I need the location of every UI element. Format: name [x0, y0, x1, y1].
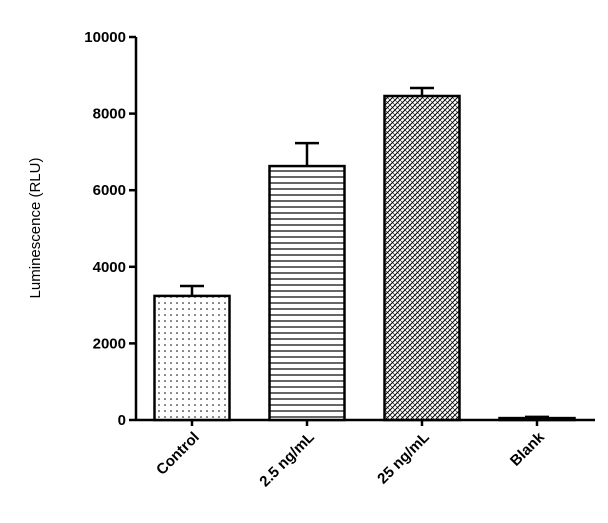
x-tick-label: Blank [507, 428, 548, 469]
x-tick-label: 25 ng/mL [374, 429, 433, 488]
y-tick-label: 2000 [93, 335, 126, 352]
bar [268, 164, 346, 422]
y-axis-label: Luminescence (RLU) [27, 158, 44, 299]
bar [153, 294, 231, 422]
y-tick-label: 8000 [93, 106, 126, 123]
x-tick-label: Control [153, 429, 203, 479]
y-tick-label: 0 [118, 412, 126, 429]
y-tick-label: 6000 [93, 182, 126, 199]
bar [498, 416, 576, 422]
bar [383, 94, 461, 422]
y-tick-label: 4000 [93, 259, 126, 276]
y-tick-label: 10000 [84, 29, 126, 46]
x-tick-label: 2.5 ng/mL [256, 429, 318, 491]
